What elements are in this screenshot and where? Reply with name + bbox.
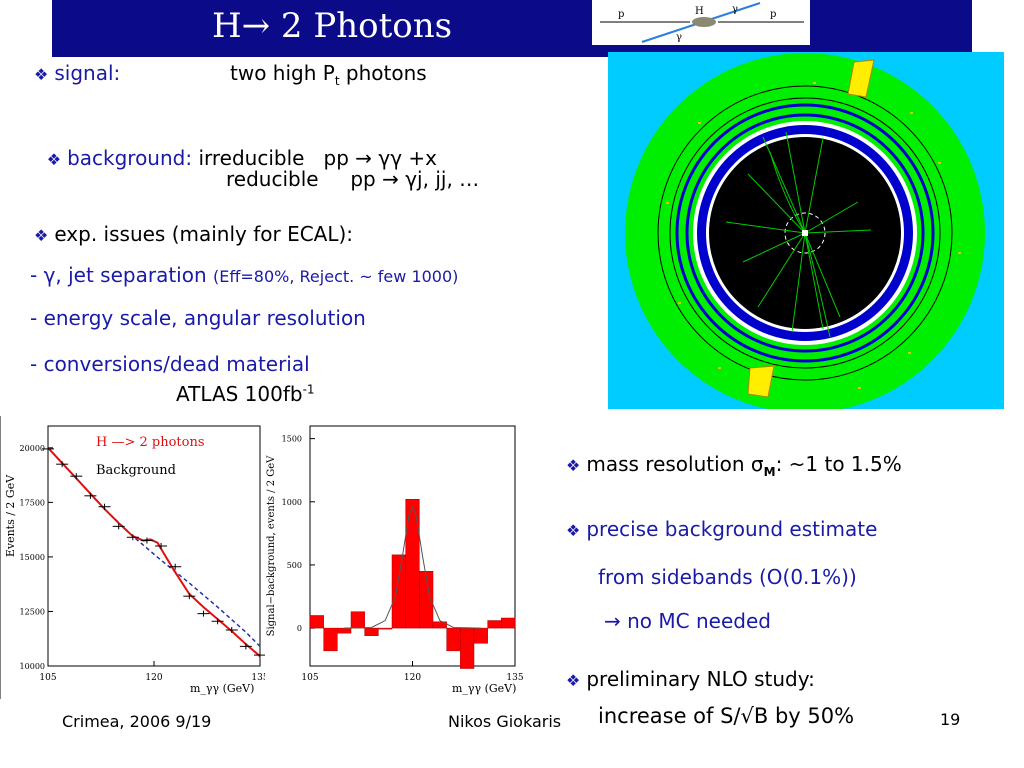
bullet-icon: ❖ [34,226,49,245]
diagram-gamma-bottom: γ [676,32,682,43]
title-bar [52,0,972,57]
y-axis-label: Events / 2 GeV [4,474,17,557]
background-line: ❖ background: irreducible pp → γγ +x [34,122,437,170]
histogram-bar [391,554,406,629]
histogram-bar [460,627,475,669]
y-tick-label: 1500 [282,435,302,444]
diagram-h: H [695,6,704,17]
histogram-bar [364,627,379,636]
histogram-bar [378,627,393,630]
y-tick-label: 1000 [282,498,302,507]
exp-issues: exp. issues (mainly for ECAL): [54,222,354,246]
slide-title: H→ 2 Photons [211,6,453,46]
decay-diagram-svg: p p H γ γ [600,2,804,43]
issue-1-main: - γ, jet separation [30,263,207,287]
mass-resolution: ❖ mass resolution σM: ~1 to 1.5% [566,452,902,479]
histogram-bar [487,620,502,629]
y-tick-label: 15000 [20,553,45,562]
issue-3: - conversions/dead material [30,352,310,376]
bullet-icon: ❖ [46,150,62,169]
footer-author: Nikos Giokaris [448,712,562,731]
decay-diagram: p p H γ γ [592,0,810,45]
footer-left: Crimea, 2006 9/19 [62,712,212,731]
bg-estimate: ❖ precise background estimate [566,517,877,541]
signal-value-sub: t [334,74,340,88]
signal-value-pre: two high P [230,61,335,85]
x-axis-label: m_γγ (GeV) [452,682,516,695]
page-number: 19 [940,710,961,729]
issue-2: - energy scale, angular resolution [30,306,366,330]
nlo-study-2: increase of S/√B by 50% [598,704,855,728]
signal-line: ❖ signal: [34,61,120,85]
x-tick-label: 105 [39,673,56,683]
histogram-bar [446,627,461,652]
x-axis-label: m_γγ (GeV) [190,682,254,695]
diagram-p-right: p [770,9,776,20]
histogram-bar [432,621,447,629]
detector-svg [625,53,985,413]
x-tick-label: 120 [404,673,421,683]
bg-estimate-text: precise background estimate [586,517,878,541]
legend-signal: H —> 2 photons [96,435,205,450]
x-tick-label: 105 [301,673,318,683]
histogram-bar [337,627,352,634]
y-tick-label: 10000 [20,662,45,671]
issue-1: - γ, jet separation (Eff=80%, Reject. ~ … [30,263,458,287]
diagram-gamma-top: γ [732,4,738,15]
diagram-p-left: p [618,9,624,20]
histogram-bar [350,611,365,629]
bullet-icon: ❖ [566,671,581,690]
histogram-bar [501,617,516,629]
signal-minus-background-plot: m_γγ (GeV) Signal−background, events / 2… [262,416,524,699]
y-axis-label: Signal−background, events / 2 GeV [266,455,277,637]
y-tick-label: 12500 [20,607,45,616]
histogram-bar [323,627,338,652]
signal-value-post: photons [339,61,427,85]
signal-label: signal: [54,61,121,85]
legend-background: Background [96,463,176,478]
signal-minus-background-svg: m_γγ (GeV) Signal−background, events / 2… [266,425,524,695]
mass-res-sub: M [763,465,776,479]
exp-issues-line: ❖ exp. issues (mainly for ECAL): [34,222,353,246]
x-tick-label: 120 [145,673,162,683]
detector-event-display [608,52,1004,413]
bullet-icon: ❖ [566,456,581,475]
background-reducible: reducible pp → γj, jj, … [226,167,480,191]
atlas-label-sup: -1 [302,382,315,397]
y-tick-label: 500 [287,561,302,570]
invariant-mass-plot: H —> 2 photons Background m_γγ (GeV) Eve… [0,416,269,699]
nlo-text: preliminary NLO study: [586,667,815,691]
bullet-icon: ❖ [34,65,49,84]
y-tick-label: 17500 [20,498,45,507]
background-label: background: [67,146,193,170]
mass-res-post: : ~1 to 1.5% [775,452,902,476]
nlo-study: ❖ preliminary NLO study: [566,667,815,691]
atlas-label: ATLAS 100fb-1 [176,382,315,406]
bg-estimate-2: from sidebands (O(0.1%)) [598,565,857,589]
x-tick-label: 135 [506,673,523,683]
mass-res-text: mass resolution σ [586,452,764,476]
histogram-bar [419,571,434,629]
y-tick-label: 20000 [20,444,45,453]
background-irreducible: irreducible pp → γγ +x [198,146,438,170]
histogram-bar [309,615,324,629]
bg-estimate-3: → no MC needed [604,609,771,633]
issue-1-note: (Eff=80%, Reject. ~ few 1000) [213,267,459,286]
signal-curve [47,447,261,657]
x-tick-label: 135 [251,673,265,683]
gaussian-fit-curve [344,505,481,629]
signal-value: two high Pt photons [230,61,427,88]
invariant-mass-svg: H —> 2 photons Background m_γγ (GeV) Eve… [0,416,269,699]
atlas-label-main: ATLAS 100fb [176,382,303,406]
histogram-bar [473,627,488,644]
bullet-icon: ❖ [566,521,581,540]
histogram-bar [405,499,420,629]
y-tick-label: 0 [297,624,302,633]
